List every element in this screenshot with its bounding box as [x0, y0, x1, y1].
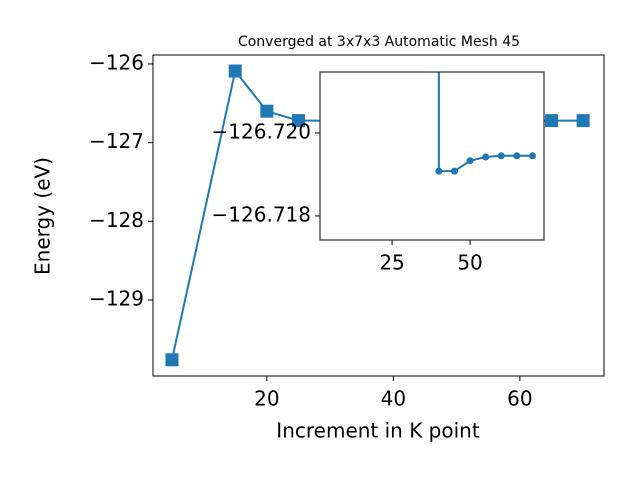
marker [260, 104, 274, 118]
plot-area [435, 72, 536, 175]
x-tick-label: 50 [457, 251, 482, 275]
marker [513, 152, 521, 160]
y-tick-label: −126.720 [212, 119, 311, 143]
x-tick-label: 40 [381, 387, 406, 411]
y-tick-label: −129 [89, 286, 144, 310]
y-tick-label: −127 [89, 129, 144, 153]
y-tick-label: −128 [89, 208, 144, 232]
x-tick-label: 25 [379, 251, 404, 275]
y-axis-label: Energy (eV) [31, 157, 55, 275]
marker [228, 64, 242, 78]
x-axis-label: Increment in K point [276, 419, 480, 443]
marker [435, 167, 443, 175]
y-tick-label: −126 [89, 50, 144, 74]
chart-title: Converged at 3x7x3 Automatic Mesh 45 [238, 34, 520, 50]
x-tick-label: 20 [254, 387, 279, 411]
marker [482, 153, 490, 161]
marker [291, 114, 305, 128]
marker [165, 353, 179, 367]
marker [497, 152, 505, 160]
marker [450, 167, 458, 175]
marker [544, 114, 558, 128]
marker [466, 157, 474, 165]
marker [528, 152, 536, 160]
y-tick-label: −126.718 [212, 202, 311, 226]
x-tick-label: 60 [507, 387, 532, 411]
marker [576, 114, 590, 128]
axes-frame [152, 54, 605, 377]
axes-frame [319, 71, 545, 241]
